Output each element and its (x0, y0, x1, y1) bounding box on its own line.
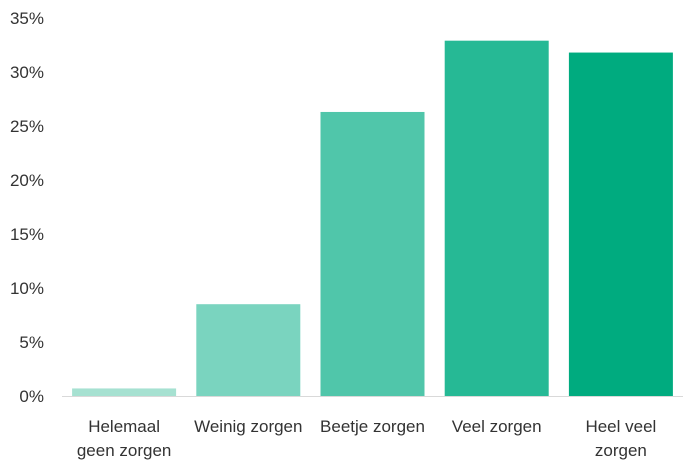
y-tick-label: 0% (19, 387, 44, 406)
y-tick-label: 5% (19, 333, 44, 352)
y-tick-label: 15% (10, 225, 44, 244)
bar (568, 52, 673, 397)
bars (72, 40, 673, 397)
x-tick-label: Veel zorgen (452, 417, 542, 436)
bar (72, 388, 177, 396)
y-tick-label: 20% (10, 171, 44, 190)
y-tick-label: 30% (10, 63, 44, 82)
x-tick-label: Helemaal geen zorgen (77, 417, 172, 460)
y-tick-label: 10% (10, 279, 44, 298)
bar (196, 304, 301, 396)
x-tick-label: Heel veel zorgen (585, 417, 656, 460)
y-tick-label: 35% (10, 9, 44, 28)
y-axis-ticks: 0% 5% 10% 15% 20% 25% 30% 35% (10, 9, 44, 406)
bar (320, 111, 425, 397)
y-tick-label: 25% (10, 117, 44, 136)
x-axis-labels: Helemaal geen zorgen Weinig zorgen Beetje z… (77, 417, 657, 460)
x-tick-label: Weinig zorgen (194, 417, 302, 436)
bar (444, 40, 549, 397)
x-tick-label: Beetje zorgen (320, 417, 425, 436)
